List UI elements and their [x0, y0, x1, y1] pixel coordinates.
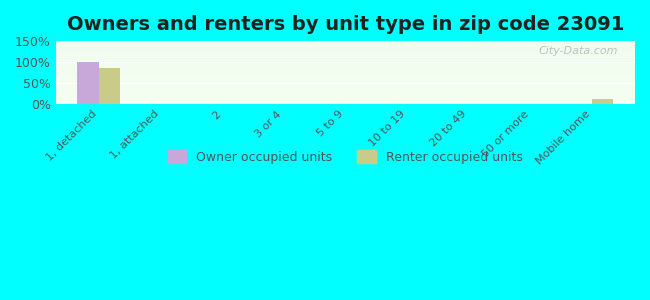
Bar	[56, 103, 635, 104]
Bar	[56, 78, 635, 79]
Bar	[56, 74, 635, 75]
Text: City-Data.com: City-Data.com	[538, 46, 617, 56]
Bar	[99, 68, 120, 104]
Bar	[56, 96, 635, 97]
Bar	[56, 69, 635, 70]
Bar	[56, 77, 635, 78]
Bar	[56, 99, 635, 100]
Bar	[56, 73, 635, 74]
Title: Owners and renters by unit type in zip code 23091: Owners and renters by unit type in zip c…	[67, 15, 624, 34]
Bar	[56, 53, 635, 54]
Bar	[56, 84, 635, 85]
Bar	[56, 64, 635, 65]
Bar	[56, 92, 635, 93]
Bar	[56, 55, 635, 56]
Bar	[56, 71, 635, 72]
Bar	[56, 70, 635, 71]
Bar	[77, 62, 99, 104]
Bar	[56, 59, 635, 60]
Bar	[56, 80, 635, 81]
Bar	[56, 49, 635, 50]
Bar	[56, 79, 635, 80]
Bar	[56, 88, 635, 89]
Bar	[56, 50, 635, 51]
Bar	[56, 102, 635, 103]
Bar	[56, 83, 635, 84]
Bar	[56, 98, 635, 99]
Bar	[56, 45, 635, 46]
Bar	[56, 67, 635, 68]
Bar	[56, 72, 635, 73]
Bar	[56, 61, 635, 62]
Bar	[56, 41, 635, 42]
Bar	[56, 62, 635, 63]
Bar	[56, 58, 635, 59]
Bar	[56, 76, 635, 77]
Bar	[56, 66, 635, 67]
Bar	[56, 47, 635, 48]
Bar	[56, 43, 635, 44]
Bar	[56, 44, 635, 45]
Bar	[56, 81, 635, 82]
Bar	[56, 63, 635, 64]
Bar	[56, 97, 635, 98]
Bar	[56, 75, 635, 76]
Bar	[56, 100, 635, 101]
Bar	[56, 89, 635, 90]
Bar	[56, 60, 635, 61]
Bar	[56, 51, 635, 52]
Bar	[56, 46, 635, 47]
Bar	[56, 93, 635, 94]
Bar	[56, 101, 635, 102]
Bar	[56, 82, 635, 83]
Bar	[56, 57, 635, 58]
Bar	[56, 95, 635, 96]
Bar	[56, 85, 635, 86]
Bar	[56, 94, 635, 95]
Bar	[56, 42, 635, 43]
Bar	[56, 52, 635, 53]
Bar	[56, 68, 635, 69]
Legend: Owner occupied units, Renter occupied units: Owner occupied units, Renter occupied un…	[162, 145, 528, 169]
Bar	[56, 86, 635, 87]
Bar	[56, 56, 635, 57]
Bar	[56, 54, 635, 55]
Bar	[592, 99, 614, 104]
Bar	[56, 87, 635, 88]
Bar	[56, 65, 635, 66]
Bar	[56, 48, 635, 49]
Bar	[56, 90, 635, 91]
